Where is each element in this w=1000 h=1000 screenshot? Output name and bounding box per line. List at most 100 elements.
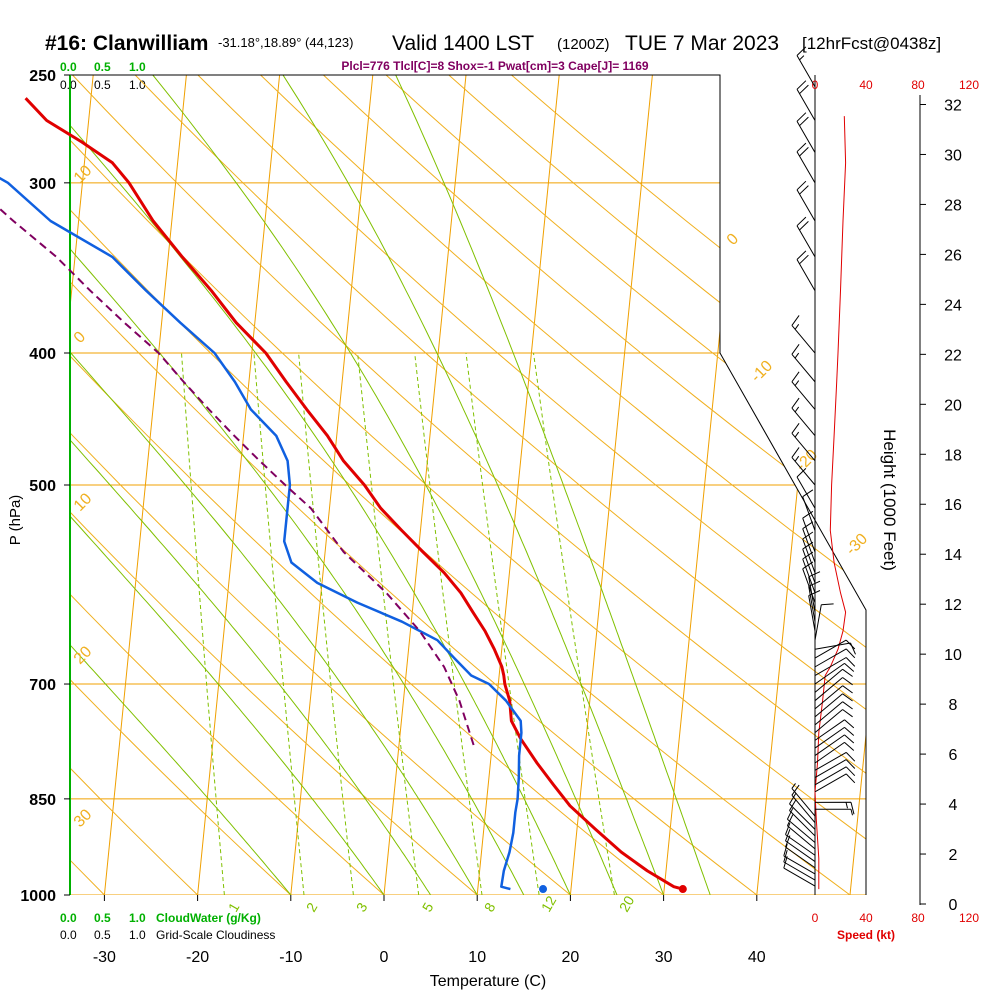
dry-adiabat-line <box>70 75 851 895</box>
isotherm-line <box>70 75 94 895</box>
dewpoint-line <box>0 176 523 891</box>
dry-adiabat-label: 0 <box>724 230 742 248</box>
wind-barb <box>796 216 816 258</box>
mixing-ratio-line <box>533 352 615 895</box>
moist-adiabat-line <box>282 75 665 895</box>
mixing-ratio-label: 20 <box>616 893 638 915</box>
p-tick-label: 850 <box>29 792 56 809</box>
dry-adiabat-label: 20 <box>71 643 96 668</box>
p-tick-label: 1000 <box>20 888 56 905</box>
dry-adiabat-label: 30 <box>71 806 96 831</box>
wind-barb <box>814 693 853 718</box>
x-tick-label: -30 <box>93 949 116 966</box>
wind-barb <box>791 783 816 817</box>
wind-barb <box>814 726 855 749</box>
wind-barbs <box>783 46 856 887</box>
mixing-ratio-label: 2 <box>303 900 321 915</box>
cloud-scale-bottom-green-0: 0.0 <box>60 911 77 925</box>
wind-barb <box>796 112 816 153</box>
wind-barb <box>785 822 816 856</box>
dry-adiabat-label: -10 <box>748 357 776 385</box>
wind-barb <box>814 685 853 710</box>
x-axis-title: Temperature (C) <box>430 973 546 990</box>
mixing-ratio-line <box>414 352 483 895</box>
dry-adiabat-label: -30 <box>843 530 871 558</box>
dry-adiabat-line <box>70 75 385 895</box>
height-tick-label: 32 <box>944 97 962 114</box>
height-tick-label: 30 <box>944 147 962 164</box>
wind-barb <box>814 642 856 655</box>
height-tick-label: 6 <box>949 747 958 764</box>
wind-barb <box>789 799 816 837</box>
indices-line: Plcl=776 Tlcl[C]=8 Shox=-1 Pwat[cm]=3 Ca… <box>341 59 648 73</box>
moist-adiabat-line <box>70 75 478 895</box>
mixing-ratio-line <box>298 352 354 895</box>
cloud-scale-top-black-0: 0.0 <box>60 78 77 92</box>
wind-barb <box>796 180 816 222</box>
wind-barb <box>791 447 816 486</box>
dry-adiabat-label: 10 <box>71 490 96 515</box>
wind-barb <box>796 250 816 291</box>
wind-barb <box>789 793 816 830</box>
p-tick-label: 700 <box>29 677 56 694</box>
plot-frame <box>70 74 867 895</box>
dry-adiabat-line <box>70 75 571 895</box>
wind-barb <box>791 423 816 462</box>
cloud-scale-top-green-1: 0.5 <box>94 60 111 74</box>
p-tick-label: 400 <box>29 346 56 363</box>
wind-barb <box>791 371 816 410</box>
dry-adiabat-line <box>72 75 866 895</box>
wind-speed-label: Speed (kt) <box>837 928 895 942</box>
height-tick-label: 0 <box>949 897 958 914</box>
mixing-ratio-label: 8 <box>481 900 499 915</box>
wind-barb <box>814 808 853 816</box>
x-tick-label: 40 <box>748 949 766 966</box>
wind-barb <box>814 719 855 741</box>
moist-adiabat-line <box>70 75 571 895</box>
dry-adiabat-line <box>197 75 866 895</box>
wind-barb <box>814 773 856 793</box>
wind-barb <box>814 657 856 676</box>
wind-barb <box>791 397 816 437</box>
wind-barb <box>786 814 816 850</box>
parcel-path-line <box>0 207 475 746</box>
height-tick-label: 14 <box>944 547 962 564</box>
wind-speed-bottom-0: 0 <box>812 911 819 925</box>
wind-barb <box>802 489 816 531</box>
wind-barb <box>783 856 816 887</box>
zulu-time: (1200Z) <box>557 36 610 53</box>
dry-adiabat-line <box>385 75 866 895</box>
cloud-scale-bottom-black-0: 0.0 <box>60 928 77 942</box>
dry-adiabat-line <box>70 75 198 895</box>
height-tick-label: 8 <box>949 697 958 714</box>
wind-barb <box>783 849 816 881</box>
wind-barb <box>814 668 853 693</box>
wind-speed-profile <box>814 116 847 890</box>
height-tick-label: 18 <box>944 447 962 464</box>
height-tick-label: 2 <box>949 847 958 864</box>
wind-barb <box>814 639 856 659</box>
moist-adiabat-line <box>70 75 292 895</box>
valid-date: TUE 7 Mar 2023 <box>625 32 779 55</box>
p-tick-label: 250 <box>29 68 56 85</box>
height-tick-label: 24 <box>944 297 962 314</box>
wind-barb <box>814 662 855 685</box>
y-axis-title: P (hPa) <box>7 495 24 546</box>
wind-barb <box>814 677 853 702</box>
x-tick-label: 10 <box>468 949 486 966</box>
cloud-water-label: CloudWater (g/Kg) <box>156 911 261 925</box>
wind-barb <box>786 807 816 843</box>
height-tick-label: 28 <box>944 197 962 214</box>
cloud-scale-bottom-black-1: 0.5 <box>94 928 111 942</box>
moist-adiabat-line <box>70 75 525 895</box>
wind-speed-axis-top: 0 40 80 120 <box>812 78 980 92</box>
valid-time: Valid 1400 LST <box>392 32 534 55</box>
dry-adiabat-line <box>70 75 664 895</box>
wind-barb <box>791 315 816 354</box>
p-tick-label: 300 <box>29 176 56 193</box>
wind-barb <box>785 829 816 862</box>
dry-adiabat-line <box>70 75 758 895</box>
station-title: #16: Clanwilliam <box>45 32 208 55</box>
dry-adiabat-line <box>134 75 866 895</box>
